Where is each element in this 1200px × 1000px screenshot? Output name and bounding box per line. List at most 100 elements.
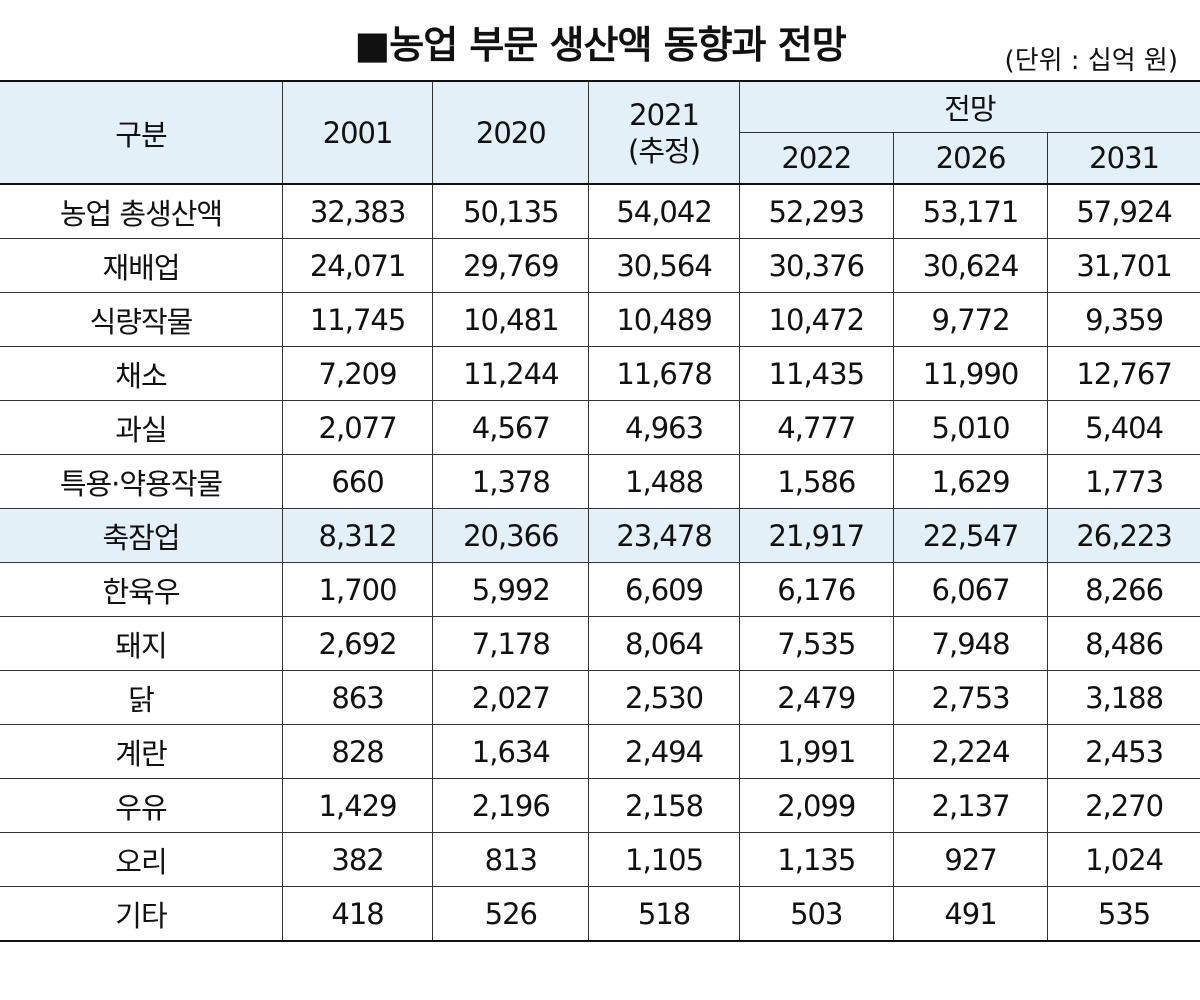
value-cell: 1,991 xyxy=(738,724,894,779)
value-cell: 6,609 xyxy=(588,562,740,617)
value-cell: 927 xyxy=(892,832,1049,887)
header-category: 구분 xyxy=(0,80,283,185)
production-table: 구분 2001 2020 2021 (추정) 전망 2022 2026 2031… xyxy=(0,80,1200,942)
row-label: 계란 xyxy=(0,724,283,779)
table-row: 과실 2,077 4,567 4,963 4,777 5,010 5,404 xyxy=(0,400,1200,455)
value-cell: 4,777 xyxy=(738,400,894,455)
value-cell: 7,948 xyxy=(892,616,1049,671)
value-cell: 7,209 xyxy=(281,346,434,401)
value-cell: 8,312 xyxy=(281,508,434,563)
table-row: 농업 총생산액 32,383 50,135 54,042 52,293 53,171 57,… xyxy=(0,184,1200,239)
value-cell: 10,481 xyxy=(432,292,590,347)
table-body: 농업 총생산액 32,383 50,135 54,042 52,293 53,171 57,… xyxy=(0,184,1200,941)
value-cell: 6,176 xyxy=(738,562,894,617)
row-label: 축잠업 xyxy=(0,508,283,563)
table-title: ■농업 부문 생산액 동향과 전망 xyxy=(354,23,846,67)
table-row: 돼지 2,692 7,178 8,064 7,535 7,948 8,486 xyxy=(0,616,1200,671)
value-cell: 2,692 xyxy=(281,616,434,671)
value-cell: 1,629 xyxy=(892,454,1049,509)
value-cell: 4,963 xyxy=(588,400,740,455)
unit-label: (단위 : 십억 원) xyxy=(1004,46,1178,76)
value-cell: 828 xyxy=(281,724,434,779)
value-cell: 2,753 xyxy=(892,670,1049,725)
value-cell: 11,990 xyxy=(892,346,1049,401)
value-cell: 10,489 xyxy=(588,292,740,347)
value-cell: 2,224 xyxy=(892,724,1049,779)
table-row: 기타 418 526 518 503 491 535 xyxy=(0,886,1200,941)
value-cell: 8,486 xyxy=(1047,616,1200,671)
value-cell: 29,769 xyxy=(432,238,590,293)
value-cell: 1,429 xyxy=(281,778,434,833)
value-cell: 1,024 xyxy=(1047,832,1200,887)
value-cell: 491 xyxy=(892,886,1049,941)
value-cell: 2,077 xyxy=(281,400,434,455)
value-cell: 1,135 xyxy=(738,832,894,887)
value-cell: 11,745 xyxy=(281,292,434,347)
row-label: 재배업 xyxy=(0,238,283,293)
table-row: 식량작물 11,745 10,481 10,489 10,472 9,772 9,359 xyxy=(0,292,1200,347)
value-cell: 2,479 xyxy=(738,670,894,725)
row-label: 농업 총생산액 xyxy=(0,184,283,239)
value-cell: 2,027 xyxy=(432,670,590,725)
value-cell: 4,567 xyxy=(432,400,590,455)
header-year-2026: 2026 xyxy=(892,132,1049,185)
value-cell: 5,010 xyxy=(892,400,1049,455)
value-cell: 2,158 xyxy=(588,778,740,833)
value-cell: 21,917 xyxy=(738,508,894,563)
value-cell: 526 xyxy=(432,886,590,941)
value-cell: 8,064 xyxy=(588,616,740,671)
table-row: 오리 382 813 1,105 1,135 927 1,024 xyxy=(0,832,1200,887)
value-cell: 10,472 xyxy=(738,292,894,347)
value-cell: 535 xyxy=(1047,886,1200,941)
value-cell: 6,067 xyxy=(892,562,1049,617)
value-cell: 23,478 xyxy=(588,508,740,563)
value-cell: 418 xyxy=(281,886,434,941)
value-cell: 7,178 xyxy=(432,616,590,671)
row-label: 우유 xyxy=(0,778,283,833)
header-year-2021-label: 2021 xyxy=(629,97,700,132)
value-cell: 813 xyxy=(432,832,590,887)
table-row: 채소 7,209 11,244 11,678 11,435 11,990 12,767 xyxy=(0,346,1200,401)
value-cell: 382 xyxy=(281,832,434,887)
value-cell: 863 xyxy=(281,670,434,725)
header-year-2001: 2001 xyxy=(281,80,434,185)
value-cell: 22,547 xyxy=(892,508,1049,563)
value-cell: 32,383 xyxy=(281,184,434,239)
value-cell: 518 xyxy=(588,886,740,941)
row-label: 식량작물 xyxy=(0,292,283,347)
table-row: 재배업 24,071 29,769 30,564 30,376 30,624 31,701 xyxy=(0,238,1200,293)
value-cell: 5,992 xyxy=(432,562,590,617)
row-label: 특용·약용작물 xyxy=(0,454,283,509)
value-cell: 52,293 xyxy=(738,184,894,239)
value-cell: 11,244 xyxy=(432,346,590,401)
table-row: 계란 828 1,634 2,494 1,991 2,224 2,453 xyxy=(0,724,1200,779)
header-year-2022: 2022 xyxy=(739,132,894,185)
value-cell: 1,488 xyxy=(588,454,740,509)
value-cell: 30,564 xyxy=(588,238,740,293)
table-row: 축잠업 8,312 20,366 23,478 21,917 22,547 26,223 xyxy=(0,508,1200,563)
value-cell: 3,188 xyxy=(1047,670,1200,725)
row-label: 과실 xyxy=(0,400,283,455)
value-cell: 2,530 xyxy=(588,670,740,725)
value-cell: 31,701 xyxy=(1047,238,1200,293)
value-cell: 9,359 xyxy=(1047,292,1200,347)
value-cell: 2,270 xyxy=(1047,778,1200,833)
value-cell: 660 xyxy=(281,454,434,509)
row-label: 닭 xyxy=(0,670,283,725)
value-cell: 11,678 xyxy=(588,346,740,401)
value-cell: 8,266 xyxy=(1047,562,1200,617)
row-label: 돼지 xyxy=(0,616,283,671)
value-cell: 1,378 xyxy=(432,454,590,509)
table-row: 한육우 1,700 5,992 6,609 6,176 6,067 8,266 xyxy=(0,562,1200,617)
header-estimate-note: (추정) xyxy=(628,133,701,168)
value-cell: 11,435 xyxy=(738,346,894,401)
table-row: 우유 1,429 2,196 2,158 2,099 2,137 2,270 xyxy=(0,778,1200,833)
value-cell: 1,105 xyxy=(588,832,740,887)
row-label: 기타 xyxy=(0,886,283,941)
value-cell: 12,767 xyxy=(1047,346,1200,401)
row-label: 채소 xyxy=(0,346,283,401)
value-cell: 50,135 xyxy=(432,184,590,239)
value-cell: 53,171 xyxy=(892,184,1049,239)
value-cell: 1,773 xyxy=(1047,454,1200,509)
header-year-2020: 2020 xyxy=(432,80,590,185)
